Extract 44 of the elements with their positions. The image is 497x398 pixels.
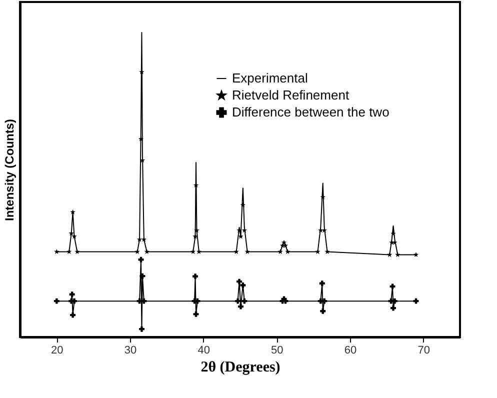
point bbox=[141, 236, 147, 242]
x-axis-title: 2θ (Degrees) bbox=[200, 360, 280, 376]
x-tick-label: 60 bbox=[344, 344, 357, 356]
point bbox=[136, 236, 142, 242]
point bbox=[140, 273, 146, 279]
point bbox=[392, 298, 398, 304]
y-axis-title: Intensity (Counts) bbox=[2, 119, 16, 221]
point bbox=[322, 298, 328, 304]
point bbox=[390, 284, 396, 290]
point bbox=[138, 326, 144, 332]
point bbox=[240, 202, 246, 208]
point bbox=[236, 278, 242, 284]
point bbox=[138, 136, 144, 142]
point bbox=[320, 308, 326, 314]
point bbox=[54, 248, 60, 254]
legend-label: Difference between the two bbox=[232, 104, 390, 120]
point bbox=[242, 298, 248, 304]
point bbox=[193, 311, 199, 317]
x-tick-label: 20 bbox=[51, 344, 64, 356]
point bbox=[390, 305, 396, 311]
x-tick-label: 40 bbox=[198, 344, 210, 356]
point bbox=[285, 248, 290, 254]
x-tick-label: 30 bbox=[124, 344, 137, 356]
point bbox=[70, 312, 76, 318]
legend-label: Experimental bbox=[232, 70, 308, 86]
point bbox=[74, 248, 80, 254]
point bbox=[140, 158, 146, 163]
point bbox=[69, 292, 75, 298]
point bbox=[192, 274, 198, 280]
point bbox=[395, 252, 400, 257]
point bbox=[240, 282, 246, 288]
legend-label: Rietveld Refinement bbox=[232, 88, 350, 102]
point bbox=[144, 248, 150, 254]
point bbox=[54, 298, 60, 304]
point bbox=[278, 248, 283, 254]
x-tick-label: 70 bbox=[418, 344, 430, 356]
point bbox=[234, 248, 239, 254]
point bbox=[387, 252, 392, 257]
point bbox=[319, 280, 325, 286]
x-tick-label: 50 bbox=[271, 344, 284, 356]
point bbox=[238, 304, 244, 310]
point bbox=[390, 231, 396, 236]
point bbox=[134, 248, 140, 254]
point bbox=[70, 209, 76, 214]
